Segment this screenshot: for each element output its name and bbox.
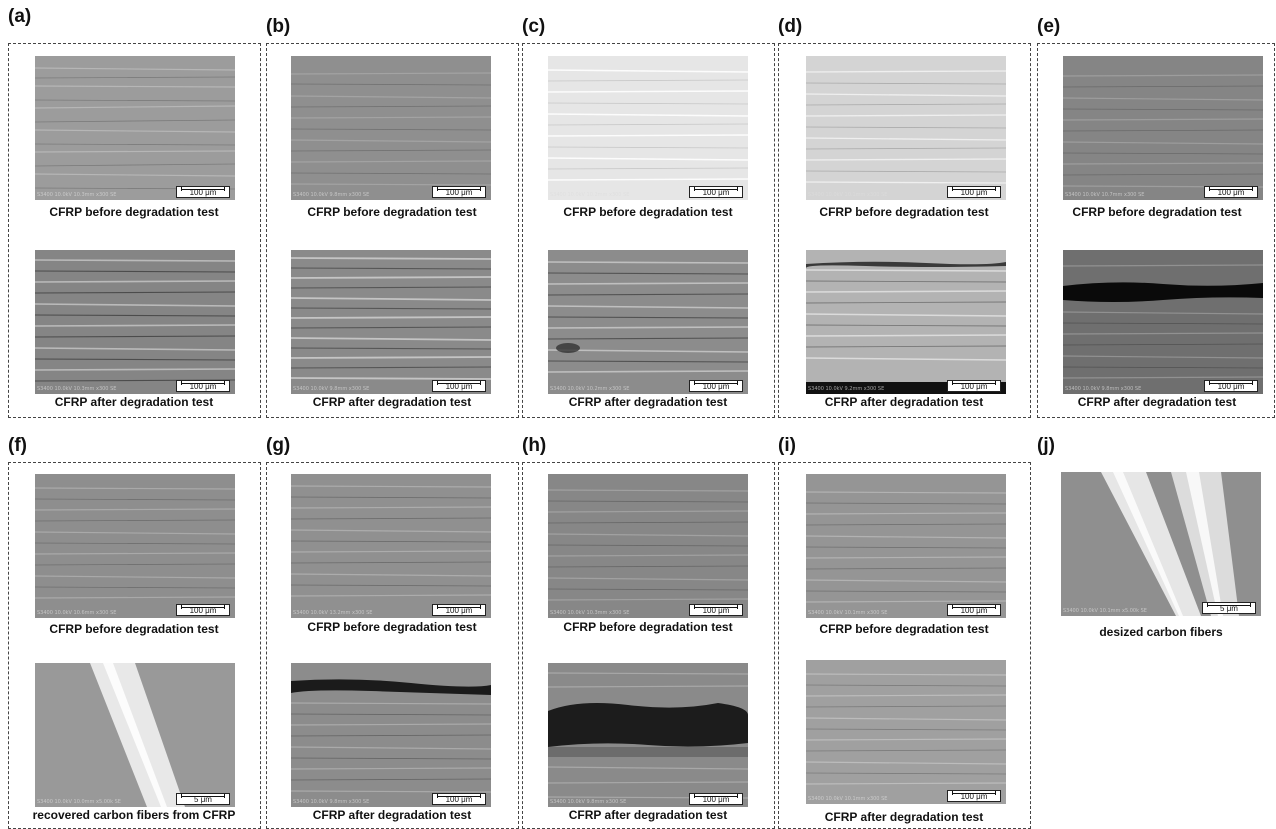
scale-bar: 100 μm [689, 380, 743, 392]
caption-h-after: CFRP after degradation test [568, 808, 728, 822]
caption-f-recovered: recovered carbon fibers from CFRP [32, 808, 236, 822]
scale-bar: 100 μm [432, 604, 486, 616]
panel-label-i: (i) [778, 435, 796, 456]
sem-image-h-before: S3400 10.0kV 10.3mm x300 SE 100 μm [548, 474, 748, 618]
sem-image-b-before: S3400 10.0kV 9.8mm x300 SE 100 μm [291, 56, 491, 200]
sem-image-g-after: S3400 10.0kV 9.8mm x300 SE 100 μm [291, 663, 491, 807]
sem-image-a-before: S3400 10.0kV 10.3mm x300 SE 100 μm [35, 56, 235, 200]
caption-c-before: CFRP before degradation test [563, 205, 733, 219]
scale-bar: 100 μm [1204, 186, 1258, 198]
caption-b-after: CFRP after degradation test [312, 395, 472, 409]
sem-image-c-after: S3400 10.0kV 10.2mm x300 SE 100 μm [548, 250, 748, 394]
sem-image-e-after: S3400 10.0kV 9.8mm x300 SE 100 μm [1063, 250, 1263, 394]
sem-image-f-before: S3400 10.0kV 10.6mm x300 SE 100 μm [35, 474, 235, 618]
scale-bar: 100 μm [947, 790, 1001, 802]
caption-f-before: CFRP before degradation test [49, 622, 219, 636]
caption-a-before: CFRP before degradation test [49, 205, 219, 219]
panel-label-g: (g) [266, 435, 291, 456]
scale-bar: 100 μm [1204, 380, 1258, 392]
scale-bar: 100 μm [947, 604, 1001, 616]
caption-c-after: CFRP after degradation test [568, 395, 728, 409]
sem-image-i-before: S3400 10.0kV 10.1mm x300 SE 100 μm [806, 474, 1006, 618]
sem-image-a-after: S3400 10.0kV 10.3mm x300 SE 100 μm [35, 250, 235, 394]
caption-e-before: CFRP before degradation test [1072, 205, 1242, 219]
scale-bar: 100 μm [689, 793, 743, 805]
caption-a-after: CFRP after degradation test [54, 395, 214, 409]
sem-image-h-after: S3400 10.0kV 9.8mm x300 SE 100 μm [548, 663, 748, 807]
caption-j-desized: desized carbon fibers [1099, 625, 1223, 639]
panel-box-c [522, 43, 775, 418]
sem-image-c-before: S3400 10.0kV 10.2mm x300 SE 100 μm [548, 56, 748, 200]
sem-image-g-before: S3400 10.0kV 13.2mm x300 SE 100 μm [291, 474, 491, 618]
panel-label-f: (f) [8, 435, 27, 456]
scale-bar: 100 μm [432, 793, 486, 805]
scale-bar: 100 μm [947, 380, 1001, 392]
scale-bar: 100 μm [432, 186, 486, 198]
sem-image-i-after: S3400 10.0kV 10.1mm x300 SE 100 μm [806, 660, 1006, 804]
sem-image-j-desized-fibers: S3400 10.0kV 10.1mm x5.00k SE 5 μm [1061, 472, 1261, 616]
caption-i-before: CFRP before degradation test [819, 622, 989, 636]
panel-label-d: (d) [778, 16, 803, 37]
panel-box-e [1037, 43, 1275, 418]
panel-label-c: (c) [522, 16, 546, 37]
panel-box-b [266, 43, 519, 418]
panel-label-j: (j) [1037, 435, 1055, 456]
sem-image-d-after: S3400 10.0kV 9.2mm x300 SE 100 μm [806, 250, 1006, 394]
scale-bar: 100 μm [947, 186, 1001, 198]
sem-image-d-before: S3400 10.0kV 10.1mm x300 SE 100 μm [806, 56, 1006, 200]
scale-bar: 5 μm [176, 793, 230, 805]
panel-box-a [8, 43, 261, 418]
scale-bar: 5 μm [1202, 602, 1256, 614]
sem-image-e-before: S3400 10.0kV 10.7mm x300 SE 100 μm [1063, 56, 1263, 200]
caption-g-before: CFRP before degradation test [307, 620, 477, 634]
caption-i-after: CFRP after degradation test [824, 810, 984, 824]
panel-label-h: (h) [522, 435, 547, 456]
caption-e-after: CFRP after degradation test [1077, 395, 1237, 409]
caption-d-before: CFRP before degradation test [819, 205, 989, 219]
sem-image-f-recovered-fiber: S3400 10.0kV 10.0mm x5.00k SE 5 μm [35, 663, 235, 807]
scale-bar: 100 μm [176, 380, 230, 392]
panel-label-b: (b) [266, 16, 291, 37]
caption-d-after: CFRP after degradation test [824, 395, 984, 409]
caption-g-after: CFRP after degradation test [312, 808, 472, 822]
scale-bar: 100 μm [176, 604, 230, 616]
sem-image-b-after: S3400 10.0kV 9.8mm x300 SE 100 μm [291, 250, 491, 394]
scale-bar: 100 μm [689, 604, 743, 616]
scale-bar: 100 μm [176, 186, 230, 198]
caption-h-before: CFRP before degradation test [563, 620, 733, 634]
caption-b-before: CFRP before degradation test [307, 205, 477, 219]
panel-label-a: (a) [8, 6, 32, 27]
panel-label-e: (e) [1037, 16, 1061, 37]
panel-box-d [778, 43, 1031, 418]
scale-bar: 100 μm [432, 380, 486, 392]
scale-bar: 100 μm [689, 186, 743, 198]
